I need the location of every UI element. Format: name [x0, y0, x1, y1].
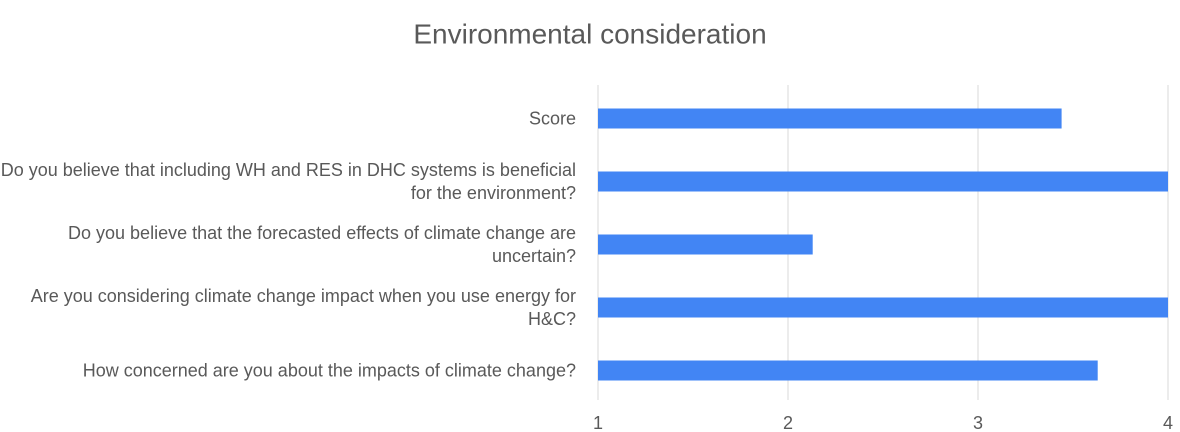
x-tick-label: 2	[783, 413, 793, 432]
y-tick-label: Do you believe that the forecasted effec…	[68, 222, 576, 266]
x-tick-label: 1	[593, 413, 603, 432]
x-tick-label: 3	[973, 413, 983, 432]
x-tick-label: 4	[1163, 413, 1173, 432]
bar	[598, 234, 813, 255]
chart-title: Environmental consideration	[413, 18, 766, 49]
y-tick-label: How concerned are you about the impacts …	[82, 360, 576, 380]
bar	[598, 297, 1168, 318]
y-tick-label: Do you believe that including WH and RES…	[0, 159, 576, 203]
bar	[598, 171, 1168, 192]
y-tick-label: Score	[528, 108, 576, 128]
y-tick-label: Are you considering climate change impac…	[30, 285, 576, 329]
bar	[598, 108, 1062, 129]
bar	[598, 360, 1098, 381]
